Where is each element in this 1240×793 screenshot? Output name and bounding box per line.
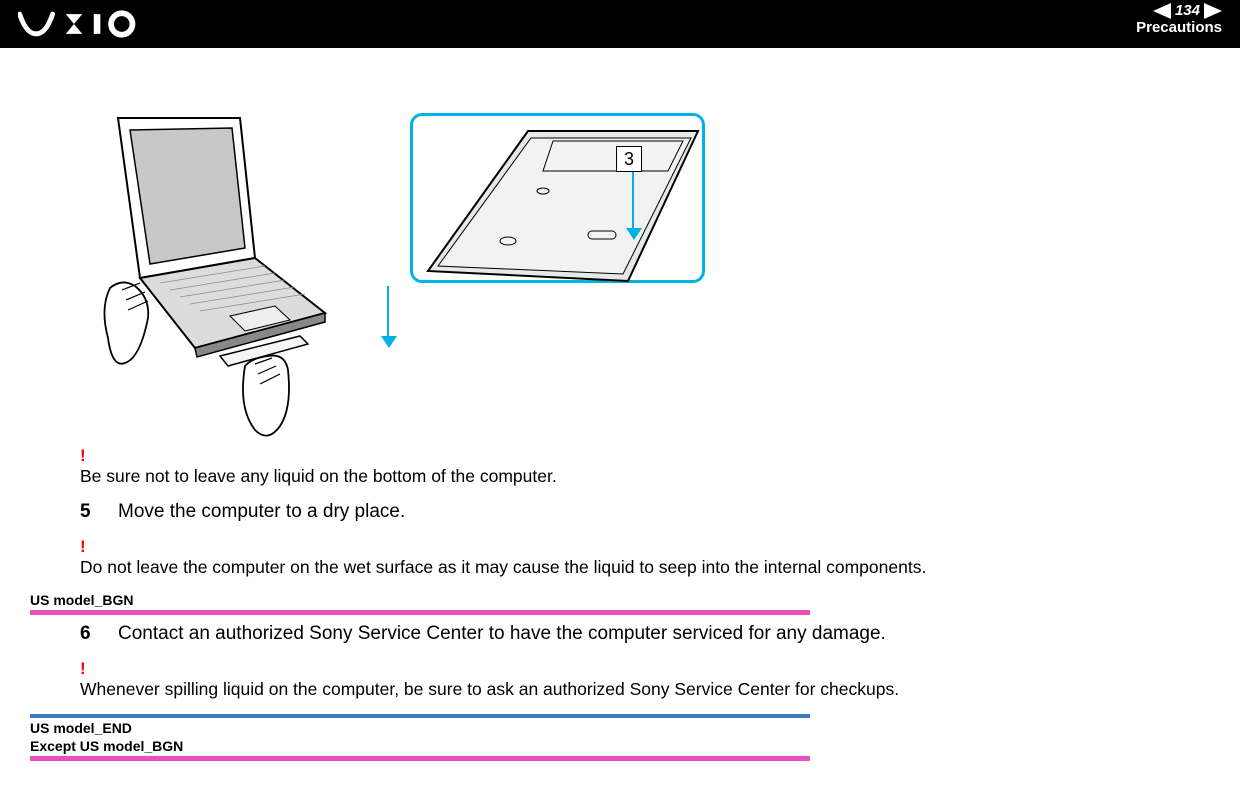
body-text: !Be sure not to leave any liquid on the … xyxy=(80,446,1210,761)
marker-label: Except US model_BGN xyxy=(30,738,1210,754)
vaio-logo xyxy=(18,10,158,38)
diagram-area: 3 xyxy=(100,108,1210,438)
page-content: 3 !Be sure not to leave any liquid on th… xyxy=(0,48,1240,761)
step-row: 5 Move the computer to a dry place. xyxy=(80,501,1210,523)
pink-divider xyxy=(30,610,810,615)
step-number: 6 xyxy=(80,623,96,645)
warning-icon: ! xyxy=(80,446,1210,466)
note-text: Be sure not to leave any liquid on the b… xyxy=(80,466,1210,487)
step-number: 5 xyxy=(80,501,96,523)
prev-page-icon[interactable] xyxy=(1153,3,1171,19)
diagram-arrow-line xyxy=(387,286,389,340)
step-text: Move the computer to a dry place. xyxy=(118,501,405,523)
next-page-icon[interactable] xyxy=(1204,3,1222,19)
warning-icon: ! xyxy=(80,659,1210,679)
note-text: Whenever spilling liquid on the computer… xyxy=(80,679,1210,700)
marker-label: US model_BGN xyxy=(30,592,1210,608)
diagram-arrow-head-icon xyxy=(381,336,397,348)
page-nav-arrows: 134 xyxy=(1153,2,1222,19)
region-marker-end: US model_ENDExcept US model_BGN xyxy=(80,714,1210,761)
laptop-illustration xyxy=(100,108,330,438)
blue-divider xyxy=(30,714,810,718)
pink-divider xyxy=(30,756,810,761)
region-marker-start: US model_BGN xyxy=(80,592,1210,615)
callout-arrow-head-icon xyxy=(626,228,642,240)
header-nav: 134 Precautions xyxy=(1136,0,1222,36)
step-text: Contact an authorized Sony Service Cente… xyxy=(118,623,886,645)
marker-label: US model_END xyxy=(30,720,1210,736)
callout-arrow-line xyxy=(632,172,634,230)
diagram-callout: 3 xyxy=(410,113,705,283)
page-header xyxy=(0,0,1240,48)
callout-number: 3 xyxy=(616,146,642,172)
page-number: 134 xyxy=(1175,2,1200,19)
step-row: 6 Contact an authorized Sony Service Cent… xyxy=(80,623,1210,645)
section-title: Precautions xyxy=(1136,19,1222,36)
laptop-underside-illustration xyxy=(413,116,708,286)
note-text: Do not leave the computer on the wet sur… xyxy=(80,557,1210,578)
warning-icon: ! xyxy=(80,537,1210,557)
